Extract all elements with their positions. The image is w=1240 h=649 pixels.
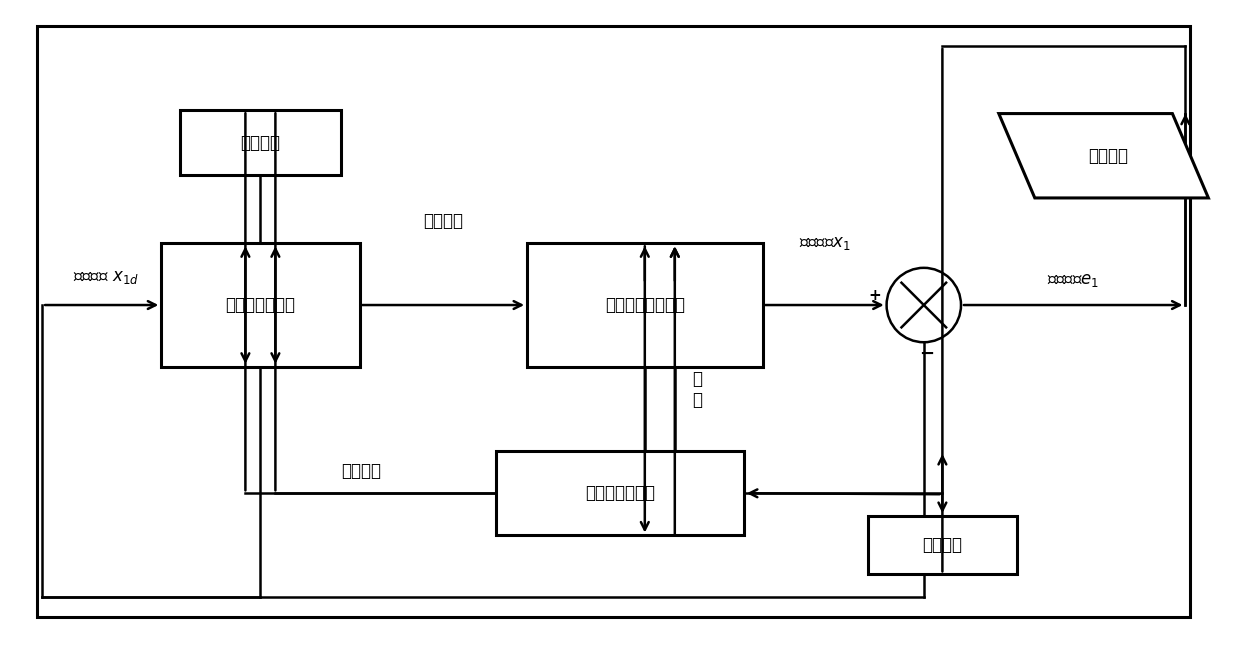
Bar	[496, 451, 744, 535]
Text: 电机位置伺服系统: 电机位置伺服系统	[605, 296, 684, 314]
Bar	[868, 516, 1017, 574]
Text: 扩张状态观测器: 扩张状态观测器	[585, 484, 655, 502]
Text: 基本假设: 基本假设	[923, 536, 962, 554]
Text: 输入电压: 输入电压	[423, 212, 464, 230]
Text: 输出位置$x_1$: 输出位置$x_1$	[799, 234, 851, 252]
Text: 终端滑模控制器: 终端滑模控制器	[226, 296, 295, 314]
Bar	[180, 110, 341, 175]
Bar	[527, 243, 763, 367]
Text: 跟踪误差$e_1$: 跟踪误差$e_1$	[1047, 271, 1100, 289]
Text: 期望位置 $x_{1d}$: 期望位置 $x_{1d}$	[73, 268, 139, 286]
Text: 干
扰: 干 扰	[692, 370, 702, 409]
Text: 性能描述: 性能描述	[1089, 147, 1128, 165]
Bar	[161, 243, 360, 367]
Polygon shape	[998, 114, 1209, 198]
Text: −: −	[919, 345, 935, 363]
Text: +: +	[868, 288, 880, 302]
Text: 干扰估计: 干扰估计	[341, 462, 381, 480]
Text: 基本假设: 基本假设	[241, 134, 280, 152]
